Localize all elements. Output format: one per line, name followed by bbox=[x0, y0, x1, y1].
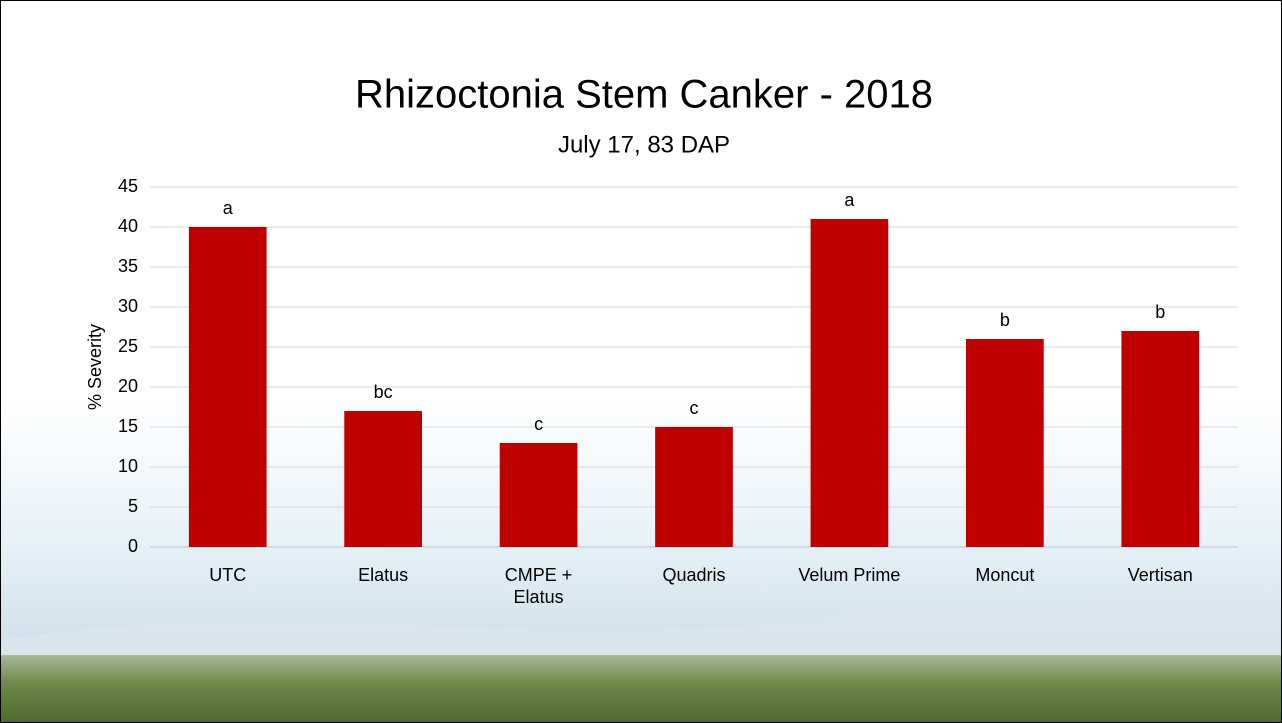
y-tick-label: 40 bbox=[118, 216, 138, 236]
bar bbox=[189, 227, 267, 547]
bar-annotation: b bbox=[1155, 302, 1165, 322]
x-tick-label: Elatus bbox=[327, 564, 439, 586]
y-axis-label: % Severity bbox=[85, 324, 105, 410]
y-tick-label: 0 bbox=[128, 536, 138, 556]
chart: Rhizoctonia Stem Canker - 2018 July 17, … bbox=[0, 0, 1282, 723]
y-tick-label: 45 bbox=[118, 176, 138, 196]
y-tick-label: 35 bbox=[118, 256, 138, 276]
bar bbox=[1121, 331, 1199, 547]
y-tick-label: 10 bbox=[118, 456, 138, 476]
y-tick-label: 5 bbox=[128, 496, 138, 516]
bar-annotation: c bbox=[690, 398, 699, 418]
bar bbox=[655, 427, 733, 547]
bar-annotation: a bbox=[844, 190, 855, 210]
bar-annotation: bc bbox=[374, 382, 393, 402]
slide: Rhizoctonia Stem Canker - 2018 July 17, … bbox=[0, 0, 1282, 723]
chart-subtitle: July 17, 83 DAP bbox=[558, 131, 730, 158]
x-tick-label: CMPE + Elatus bbox=[483, 564, 595, 608]
y-tick-label: 20 bbox=[118, 376, 138, 396]
bar-annotation: b bbox=[1000, 310, 1010, 330]
x-tick-label: Velum Prime bbox=[793, 564, 905, 586]
y-tick-label: 30 bbox=[118, 296, 138, 316]
x-tick-label: UTC bbox=[172, 564, 284, 586]
bar bbox=[811, 219, 889, 547]
y-tick-label: 15 bbox=[118, 416, 138, 436]
x-tick-label: Vertisan bbox=[1104, 564, 1216, 586]
x-tick-label: Quadris bbox=[638, 564, 750, 586]
bar bbox=[500, 443, 578, 547]
bar bbox=[966, 339, 1044, 547]
field bbox=[0, 655, 1282, 723]
bar-annotation: a bbox=[223, 198, 234, 218]
bar bbox=[344, 411, 422, 547]
chart-title: Rhizoctonia Stem Canker - 2018 bbox=[355, 73, 933, 117]
x-tick-label: Moncut bbox=[949, 564, 1061, 586]
bar-annotation: c bbox=[534, 414, 543, 434]
y-tick-label: 25 bbox=[118, 336, 138, 356]
